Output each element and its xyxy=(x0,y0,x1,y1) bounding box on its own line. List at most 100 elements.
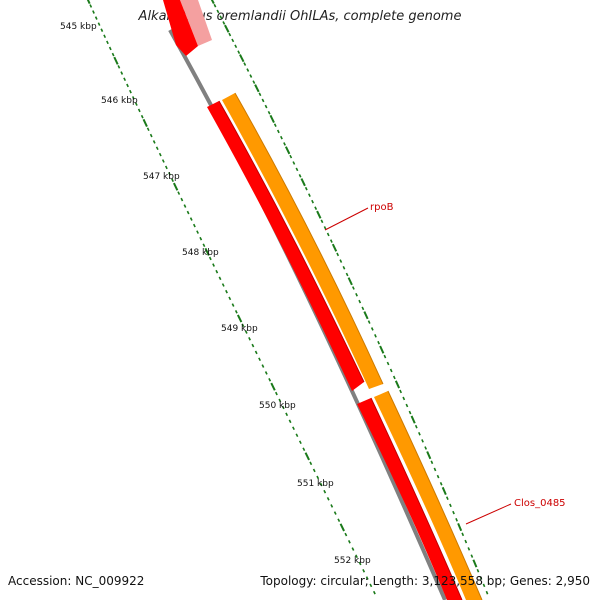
inner-tick-mark xyxy=(180,197,184,202)
inner-tick-mark xyxy=(100,28,104,32)
kbp-label: 551 kbp xyxy=(297,479,334,489)
inner-tick-mark xyxy=(231,303,235,307)
outer-tick-mark xyxy=(485,590,489,595)
rpoB-leader-line xyxy=(324,207,369,231)
inner-tick-mark xyxy=(319,482,323,487)
inner-tick-mark xyxy=(117,65,121,69)
inner-tick-mark xyxy=(261,364,265,368)
outer-tick-mark xyxy=(295,167,299,172)
outer-tick-mark xyxy=(421,439,424,443)
cds-feature-Clos_0485 xyxy=(357,398,462,600)
kbp-label: 547 kbp xyxy=(143,172,180,182)
outer-tick-mark xyxy=(331,243,338,252)
outer-tick-mark xyxy=(418,432,421,436)
inner-tick-mark xyxy=(189,217,193,221)
outer-tick-mark xyxy=(264,104,268,109)
inner-tick-mark xyxy=(202,243,206,248)
outer-tick-mark xyxy=(292,161,296,165)
outer-tick-mark xyxy=(383,354,387,359)
outer-tick-mark xyxy=(436,474,440,479)
outer-tick-mark xyxy=(323,226,327,230)
inner-tick-mark xyxy=(330,504,334,508)
outer-tick-mark xyxy=(363,311,369,320)
inner-tick-mark xyxy=(326,496,330,501)
inner-tick-mark xyxy=(92,10,95,14)
outer-tick-mark xyxy=(441,486,447,496)
inner-tick-mark xyxy=(337,518,341,523)
inner-tick-mark xyxy=(298,440,302,445)
inner-tick-mark xyxy=(347,540,351,544)
outer-tick-mark xyxy=(239,54,245,63)
inner-tick-mark xyxy=(113,56,119,65)
outer-tick-mark xyxy=(237,50,241,54)
gene-label-rpoB[interactable]: rpoB xyxy=(370,202,394,213)
outer-tick-mark xyxy=(261,98,265,103)
inner-tick-mark xyxy=(333,511,337,515)
outer-tick-mark xyxy=(470,554,474,558)
outer-tick-mark xyxy=(276,129,280,134)
outer-tick-mark xyxy=(374,334,377,338)
clos0485-leader-line xyxy=(465,503,512,525)
outer-tick-mark xyxy=(449,503,452,508)
inner-tick-mark xyxy=(120,71,124,75)
inner-tick-mark xyxy=(304,452,310,461)
inner-tick-mark xyxy=(228,296,232,301)
outer-tick-mark xyxy=(414,424,418,429)
outer-tick-mark xyxy=(219,15,223,19)
outer-tick-mark xyxy=(479,576,483,580)
outer-tick-mark xyxy=(452,510,455,515)
outer-tick-mark xyxy=(399,389,403,394)
inner-tick-mark xyxy=(372,590,376,595)
inner-tick-mark xyxy=(288,419,292,424)
outer-tick-mark xyxy=(457,523,463,532)
outer-tick-mark xyxy=(300,178,306,187)
gene-label-Clos_0485[interactable]: Clos_0485 xyxy=(514,498,566,509)
outer-tick-mark xyxy=(298,174,302,178)
outer-tick-mark xyxy=(246,68,250,72)
outer-tick-mark xyxy=(342,265,346,270)
inner-tick-mark xyxy=(111,52,115,57)
outer-tick-mark xyxy=(269,114,275,123)
outer-tick-mark xyxy=(249,74,253,78)
kbp-label: 549 kbp xyxy=(221,324,258,334)
outer-tick-mark xyxy=(329,239,333,243)
outer-tick-mark xyxy=(476,568,480,573)
inner-tick-mark xyxy=(244,330,248,334)
inner-tick-mark xyxy=(204,247,210,256)
inner-tick-mark xyxy=(309,461,313,466)
inner-tick-mark xyxy=(312,468,316,473)
inner-tick-mark xyxy=(292,426,295,431)
kbp-label: 552 kbp xyxy=(334,556,371,566)
inner-tick-mark xyxy=(365,576,369,580)
kbp-label: 546 kbp xyxy=(101,96,138,106)
outer-tick-mark xyxy=(461,532,465,537)
inner-tick-mark xyxy=(254,350,258,355)
outer-tick-mark xyxy=(433,467,437,472)
inner-tick-mark xyxy=(278,398,282,403)
inner-tick-mark xyxy=(241,323,245,328)
inner-tick-mark xyxy=(161,159,165,163)
inner-tick-mark xyxy=(152,140,156,144)
outer-tick-mark xyxy=(224,24,230,33)
inner-tick-mark xyxy=(183,204,187,208)
outer-tick-mark xyxy=(222,21,226,25)
outer-tick-mark xyxy=(361,306,365,311)
outer-tick-mark xyxy=(394,380,401,389)
outer-tick-mark xyxy=(258,92,262,97)
inner-tick-mark xyxy=(268,377,272,382)
inner-tick-mark xyxy=(208,256,212,261)
inner-tick-mark xyxy=(164,165,168,170)
inner-tick-mark xyxy=(251,343,255,348)
outer-tick-mark xyxy=(314,206,318,210)
gene-feature-rpoB xyxy=(222,93,383,389)
inner-tick-mark xyxy=(126,83,129,88)
outer-tick-mark xyxy=(355,292,358,297)
inner-tick-mark xyxy=(302,447,306,452)
outer-tick-mark xyxy=(216,9,220,14)
outer-tick-mark xyxy=(234,44,238,49)
inner-tick-mark xyxy=(351,547,355,551)
outer-tick-mark xyxy=(311,199,314,204)
outer-tick-mark xyxy=(213,3,217,8)
outer-tick-mark xyxy=(408,410,412,415)
